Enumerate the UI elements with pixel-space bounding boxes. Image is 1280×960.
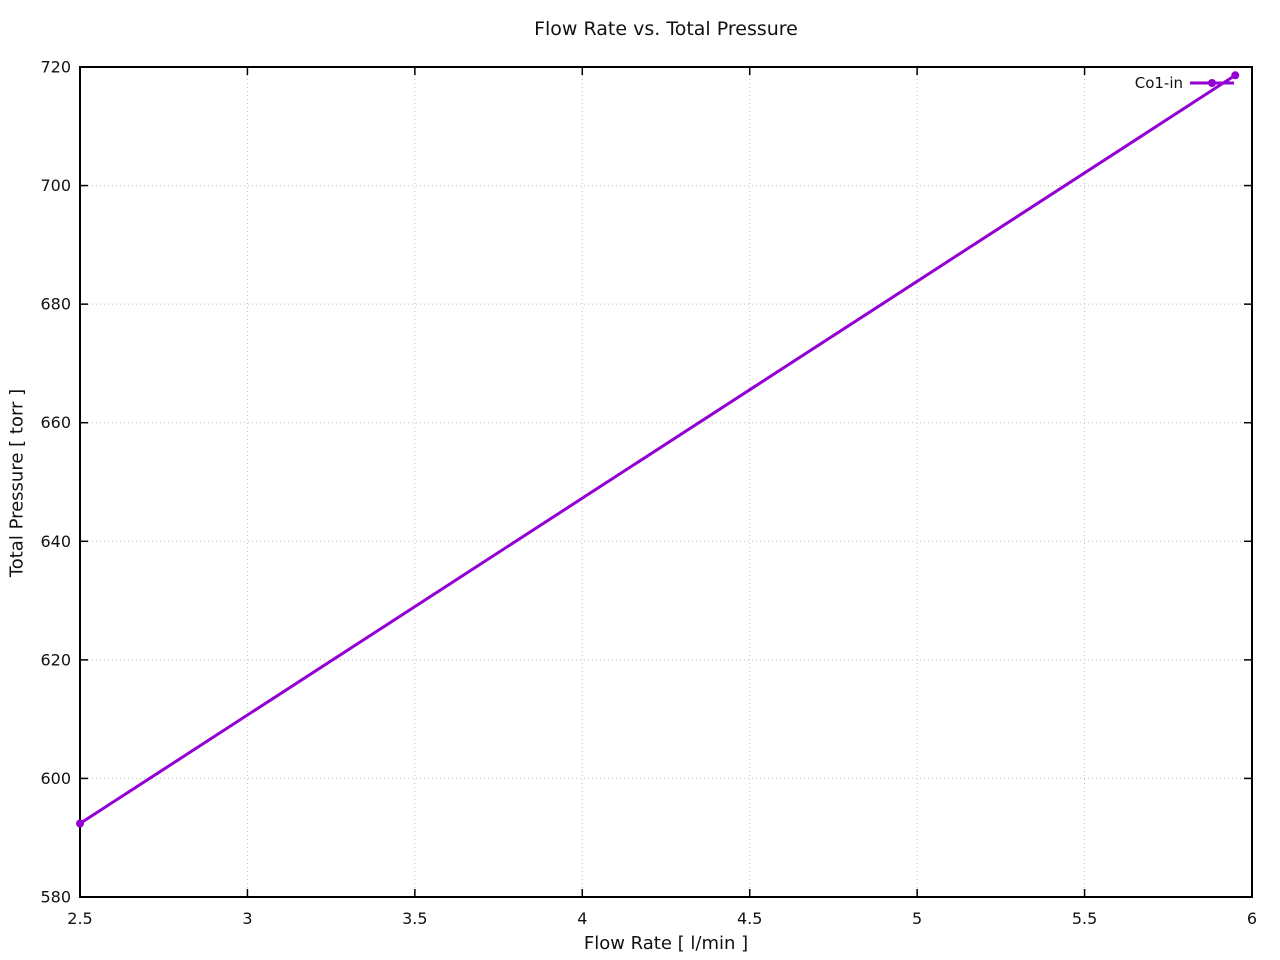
data-point-marker	[1231, 71, 1240, 80]
x-tick-label: 5.5	[1072, 909, 1097, 928]
x-tick-label: 5	[912, 909, 922, 928]
x-tick-label: 4	[577, 909, 587, 928]
y-tick-label: 700	[40, 176, 71, 195]
y-tick-label: 660	[40, 413, 71, 432]
x-tick-label: 3.5	[402, 909, 427, 928]
series-line-Co1-in	[78, 73, 1237, 825]
x-tick-label: 6	[1247, 909, 1257, 928]
x-tick-label: 2.5	[67, 909, 92, 928]
x-tick-label: 4.5	[737, 909, 762, 928]
y-tick-label: 580	[40, 888, 71, 907]
x-tick-label: 3	[242, 909, 252, 928]
y-tick-label: 600	[40, 769, 71, 788]
chart-title: Flow Rate vs. Total Pressure	[534, 18, 798, 40]
data-point-marker	[76, 819, 84, 828]
plot-border	[79, 66, 1253, 898]
y-tick-label: 620	[40, 650, 71, 669]
x-axis-label: Flow Rate [ l/min ]	[583, 933, 749, 954]
legend-label-co1-in: Co1-in	[1134, 74, 1183, 92]
y-tick-label: 680	[40, 295, 71, 314]
legend-sample-marker	[1208, 79, 1216, 87]
y-tick-label: 640	[40, 532, 71, 551]
y-axis-label: Total Pressure [ torr ]	[6, 388, 28, 578]
y-tick-label: 720	[40, 58, 71, 77]
